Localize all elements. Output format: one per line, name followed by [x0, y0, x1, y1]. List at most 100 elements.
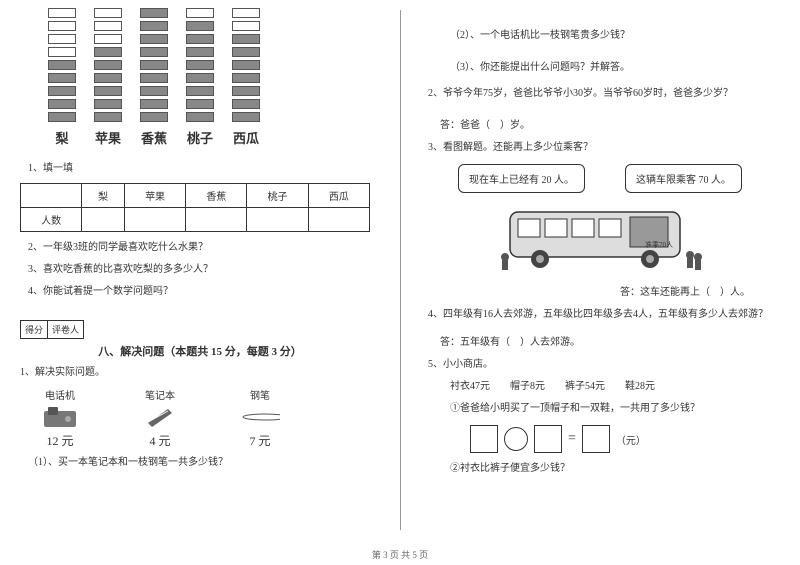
chart-block: [232, 21, 260, 31]
chart-block: [232, 112, 260, 122]
chart-block: [140, 34, 168, 44]
chart-block: [140, 21, 168, 31]
table-header: 梨: [82, 184, 125, 208]
chart-block: [186, 60, 214, 70]
chart-stack: [232, 8, 260, 122]
chart-block: [94, 99, 122, 109]
eq-operand[interactable]: [534, 425, 562, 453]
chart-block: [48, 60, 76, 70]
chart-label: 香蕉: [140, 128, 168, 147]
table-cell[interactable]: [247, 208, 308, 232]
q5-2: ②衬衣比裤子便宜多少钱？: [450, 461, 780, 477]
chart-label: 梨: [48, 128, 76, 147]
chart-block: [94, 112, 122, 122]
eq-equals: =: [568, 431, 576, 447]
fruit-table: 梨苹果香蕉桃子西瓜 人数: [20, 183, 370, 232]
chart-block: [232, 8, 260, 18]
section-8-intro: 1、解决实际问题。: [20, 365, 380, 381]
item-price: 7 元: [249, 432, 270, 449]
shop-items: 电话机 12 元 笔记本 4 元 钢笔 7 元: [40, 387, 380, 449]
eq-unit: （元）: [616, 432, 646, 447]
item-price: 4 元: [149, 432, 170, 449]
q3: 3、看图解题。还能再上多少位乘客？: [428, 140, 780, 156]
pen-icon: [240, 404, 280, 430]
chart-block: [186, 112, 214, 122]
question-3: 3、喜欢吃香蕉的比喜欢吃梨的多多少人？: [28, 262, 380, 278]
table-header: 苹果: [124, 184, 185, 208]
table-cell[interactable]: [186, 208, 247, 232]
table-header: 桃子: [247, 184, 308, 208]
eq-operand[interactable]: [470, 425, 498, 453]
table-header: 西瓜: [308, 184, 369, 208]
chart-block: [140, 47, 168, 57]
table-cell[interactable]: [82, 208, 125, 232]
item-price: 12 元: [46, 432, 73, 449]
chart-block: [186, 86, 214, 96]
column-divider: [400, 10, 401, 530]
chart-stack: [94, 8, 122, 122]
blank-header: [21, 184, 82, 208]
chart-block: [186, 47, 214, 57]
item-name: 钢笔: [250, 387, 270, 402]
chart-block: [94, 86, 122, 96]
table-header: 香蕉: [186, 184, 247, 208]
q2: 2、爷爷今年75岁，爸爸比爷爷小30岁。当爷爷60岁时，爸爸多少岁？: [428, 86, 780, 102]
score-label: 得分: [21, 321, 48, 338]
chart-block: [186, 21, 214, 31]
q5-prices: 衬衣47元 帽子8元 裤子54元 鞋28元: [450, 379, 780, 395]
page-footer: 第 3 页 共 5 页: [0, 548, 800, 561]
table-cell[interactable]: [308, 208, 369, 232]
chart-block: [94, 47, 122, 57]
chart-block: [48, 99, 76, 109]
chart-block: [48, 47, 76, 57]
chart-block: [94, 60, 122, 70]
eq-operator[interactable]: [504, 427, 528, 451]
chart-stack: [186, 8, 214, 122]
chart-block: [48, 34, 76, 44]
chart-labels: 梨苹果香蕉桃子西瓜: [48, 128, 380, 147]
chart-block: [94, 21, 122, 31]
bubble-limit: 这辆车限乘客 70 人。: [625, 164, 742, 193]
item-name: 笔记本: [145, 387, 175, 402]
chart-block: [186, 34, 214, 44]
item-pen: 钢笔 7 元: [240, 387, 280, 449]
q1-1: （1）、买一本笔记本和一枝钢笔一共多少钱？: [28, 455, 380, 471]
a2: 答：爸爸（ ）岁。: [440, 118, 780, 134]
q4: 4、四年级有16人去郊游，五年级比四年级多去4人，五年级有多少人去郊游？: [428, 307, 780, 323]
a4: 答：五年级有（ ）人去郊游。: [440, 335, 780, 351]
table-caption: 1、填一填: [28, 161, 380, 177]
chart-label: 桃子: [186, 128, 214, 147]
chart-label: 苹果: [94, 128, 122, 147]
q5: 5、小小商店。: [428, 357, 780, 373]
phone-icon: [40, 404, 80, 430]
chart-stack: [140, 8, 168, 122]
chart-stack: [48, 8, 76, 122]
item-notebook: 笔记本 4 元: [140, 387, 180, 449]
chart-block: [186, 99, 214, 109]
svg-text:准乘70人: 准乘70人: [645, 240, 673, 249]
item-phone: 电话机 12 元: [40, 387, 80, 449]
chart-block: [140, 112, 168, 122]
left-column: 梨苹果香蕉桃子西瓜 1、填一填 梨苹果香蕉桃子西瓜 人数 2、一年级3班的同学最…: [0, 0, 400, 545]
q5-1: ①爸爸给小明买了一顶帽子和一双鞋，一共用了多少钱？: [450, 401, 780, 417]
chart-block: [232, 60, 260, 70]
chart-block: [48, 86, 76, 96]
right-column: （2）、一个电话机比一枝钢笔贵多少钱？ （3）、你还能提出什么问题吗？并解答。 …: [400, 0, 800, 545]
item-name: 电话机: [45, 387, 75, 402]
fruit-bar-chart: [48, 8, 380, 122]
chart-block: [186, 73, 214, 83]
equation-boxes: = （元）: [470, 425, 780, 453]
bus-icon: 准乘70人: [490, 197, 710, 277]
chart-block: [94, 34, 122, 44]
chart-block: [140, 99, 168, 109]
eq-result[interactable]: [582, 425, 610, 453]
chart-block: [140, 8, 168, 18]
bubble-current: 现在车上已经有 20 人。: [458, 164, 585, 193]
bus-diagram: 现在车上已经有 20 人。 这辆车限乘客 70 人。 准乘70人: [420, 164, 780, 277]
question-2: 2、一年级3班的同学最喜欢吃什么水果？: [28, 240, 380, 256]
chart-block: [140, 86, 168, 96]
notebook-icon: [140, 404, 180, 430]
a3: 答：这车还能再上（ ）人。: [428, 285, 750, 301]
chart-block: [186, 8, 214, 18]
table-cell[interactable]: [124, 208, 185, 232]
